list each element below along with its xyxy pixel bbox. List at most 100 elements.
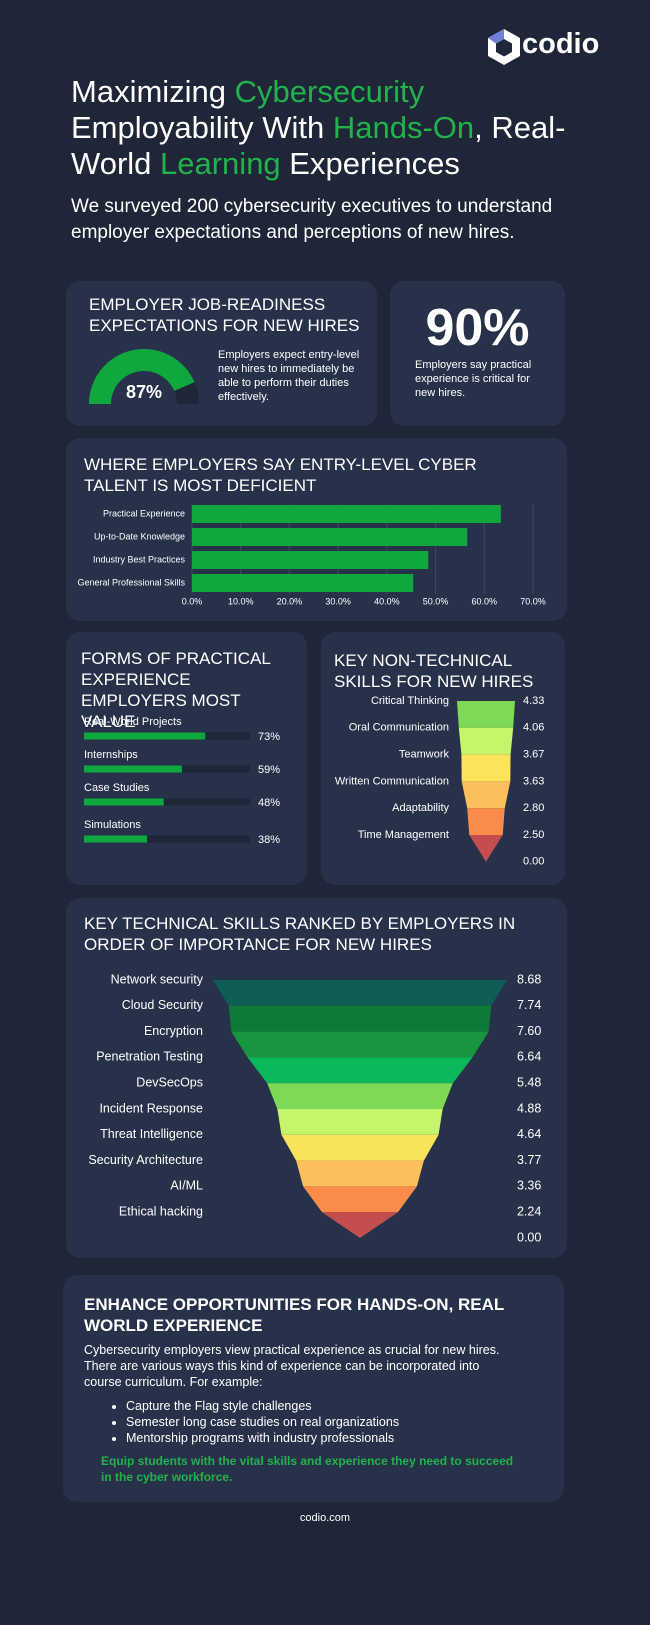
value-label: 73% <box>258 731 280 743</box>
funnel-segment <box>281 1134 439 1161</box>
x-tick-label: 50.0% <box>423 596 449 606</box>
funnel-segment <box>458 727 514 755</box>
card <box>66 281 377 426</box>
logo-text: codio <box>522 28 600 60</box>
gauge-label: 87% <box>126 382 162 402</box>
bullet-list: Capture the Flag style challengesSemeste… <box>84 1398 546 1446</box>
gauge-note: Employers expect entry-level new hires t… <box>218 349 360 403</box>
title-part: Learning <box>160 146 281 181</box>
category-label: Time Management <box>358 829 449 841</box>
category-label: Real-World Projects <box>84 716 182 728</box>
value-label: 3.36 <box>517 1179 541 1193</box>
progress-bar <box>84 835 148 843</box>
funnel-segment <box>469 835 503 862</box>
title-part: Experiences <box>280 146 460 181</box>
closing-text: Cybersecurity employers view practical e… <box>84 1343 500 1389</box>
funnel-segment <box>277 1109 443 1135</box>
category-label: Adaptability <box>392 802 449 814</box>
value-label: 7.60 <box>517 1024 541 1038</box>
x-tick-label: 40.0% <box>374 596 400 606</box>
progress-track <box>84 798 250 806</box>
title-part: Hands-On <box>332 110 475 145</box>
x-tick-label: 70.0% <box>520 596 546 606</box>
x-tick-label: 0.0% <box>182 596 203 606</box>
funnel-segment <box>296 1160 424 1187</box>
category-label: DevSecOps <box>136 1075 203 1089</box>
value-label: 4.06 <box>523 722 544 734</box>
funnel-segment <box>231 1031 489 1058</box>
funnel-segment <box>461 781 511 809</box>
x-tick-label: 30.0% <box>325 596 351 606</box>
value-label: 0.00 <box>517 1230 541 1244</box>
value-label: 3.67 <box>523 749 544 761</box>
chart-title: KEY TECHNICAL SKILLS RANKED BY EMPLOYERS… <box>84 914 516 954</box>
bar <box>192 574 414 592</box>
value-label: 38% <box>258 834 280 846</box>
funnel-segment <box>247 1057 473 1084</box>
bullet: Semester long case studies on real organ… <box>126 1414 546 1430</box>
funnel-segment <box>467 808 505 835</box>
progress-bar <box>84 765 182 773</box>
bullet: Capture the Flag style challenges <box>126 1398 546 1414</box>
value-label: 7.74 <box>517 998 541 1012</box>
y-tick-label: Practical Experience <box>103 508 185 518</box>
category-label: Critical Thinking <box>371 695 449 707</box>
progress-bar <box>84 732 206 740</box>
title-part: Employability With <box>71 110 333 145</box>
bar <box>192 528 468 546</box>
funnel-segment <box>213 980 507 1006</box>
funnel-segment <box>303 1186 417 1213</box>
x-tick-label: 10.0% <box>228 596 254 606</box>
value-label: 3.77 <box>517 1153 541 1167</box>
funnel-segment <box>457 701 515 728</box>
value-label: 3.63 <box>523 775 544 787</box>
card <box>390 281 565 426</box>
y-tick-label: General Professional Skills <box>77 577 185 587</box>
value-label: 59% <box>258 764 280 776</box>
category-label: Penetration Testing <box>96 1050 203 1064</box>
value-label: 2.80 <box>523 802 544 814</box>
category-label: Security Architecture <box>88 1153 203 1167</box>
title-part: , Real-World <box>71 110 566 181</box>
closing-title: ENHANCE OPPORTUNITIES FOR HANDS-ON, REAL… <box>84 1295 504 1335</box>
category-label: Written Communication <box>335 775 449 787</box>
value-label: 8.68 <box>517 972 541 986</box>
y-tick-label: Up-to-Date Knowledge <box>94 531 185 541</box>
page-title: Maximizing Cybersecurity Employability W… <box>71 74 591 182</box>
card <box>321 632 565 885</box>
x-tick-label: 60.0% <box>472 596 498 606</box>
x-tick-label: 20.0% <box>277 596 303 606</box>
bar <box>192 551 429 569</box>
value-label: 0.00 <box>523 856 544 868</box>
category-label: Network security <box>111 972 204 986</box>
chart-title: KEY NON-TECHNICAL SKILLS FOR NEW HIRES <box>334 651 534 691</box>
category-label: Simulations <box>84 819 141 831</box>
funnel-segment <box>228 1005 492 1032</box>
gauge-value <box>89 348 195 404</box>
stat-text: Employers say practical experience is cr… <box>415 359 532 399</box>
callout: Equip students with the vital skills and… <box>101 1454 514 1484</box>
chart-title: WHERE EMPLOYERS SAY ENTRY-LEVEL CYBER TA… <box>84 455 477 495</box>
category-label: Cloud Security <box>122 998 204 1012</box>
category-label: Teamwork <box>399 749 450 761</box>
value-label: 2.50 <box>523 829 544 841</box>
progress-track <box>84 835 250 843</box>
category-label: Encryption <box>144 1024 203 1038</box>
stat-value: 90% <box>425 299 530 357</box>
card <box>66 632 307 885</box>
bullet: Mentorship programs with industry profes… <box>126 1430 546 1446</box>
category-label: Threat Intelligence <box>100 1127 203 1141</box>
intro: We surveyed 200 cybersecurity executives… <box>71 196 553 243</box>
chart-title: EMPLOYER JOB-READINESS EXPECTATIONS FOR … <box>89 295 360 335</box>
value-label: 4.88 <box>517 1101 541 1115</box>
value-label: 2.24 <box>517 1204 541 1218</box>
gauge-track <box>174 382 199 404</box>
y-tick-label: Industry Best Practices <box>93 554 186 564</box>
value-label: 4.33 <box>523 695 544 707</box>
title-part: Maximizing <box>71 74 235 109</box>
funnel-segment <box>322 1212 398 1238</box>
value-label: 4.64 <box>517 1127 541 1141</box>
funnel-segment <box>267 1083 453 1109</box>
